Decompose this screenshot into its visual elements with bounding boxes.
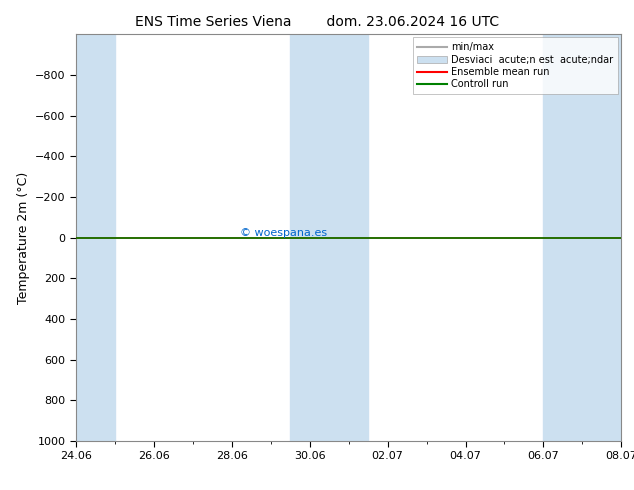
- Legend: min/max, Desviaci  acute;n est  acute;ndar, Ensemble mean run, Controll run: min/max, Desviaci acute;n est acute;ndar…: [413, 37, 618, 94]
- Text: © woespana.es: © woespana.es: [240, 228, 327, 238]
- Text: ENS Time Series Viena        dom. 23.06.2024 16 UTC: ENS Time Series Viena dom. 23.06.2024 16…: [135, 15, 499, 29]
- Y-axis label: Temperature 2m (°C): Temperature 2m (°C): [16, 172, 30, 304]
- Bar: [76, 34, 115, 441]
- Bar: [543, 34, 621, 441]
- Bar: [290, 34, 368, 441]
